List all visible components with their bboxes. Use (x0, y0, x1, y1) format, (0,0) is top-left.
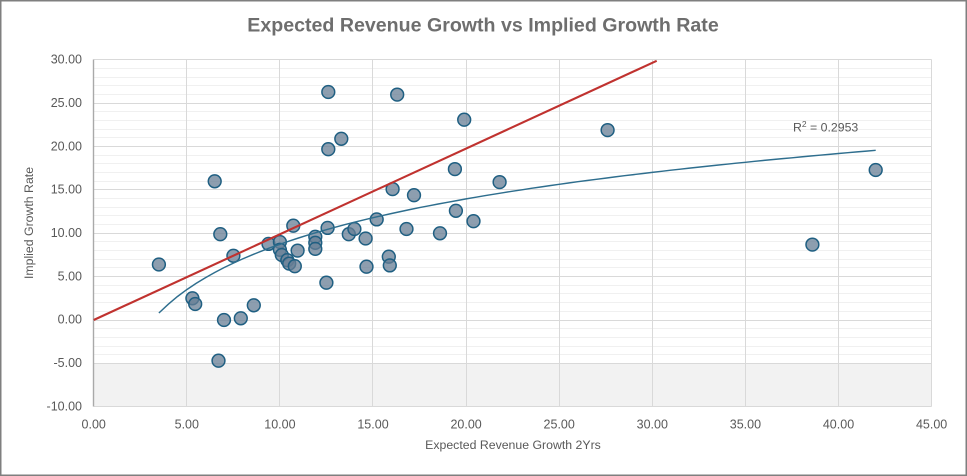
svg-text:R2 = 0.2953: R2 = 0.2953 (793, 119, 858, 135)
svg-text:0.00: 0.00 (82, 418, 106, 432)
svg-text:Expected Revenue Growth vs Imp: Expected Revenue Growth vs Implied Growt… (247, 15, 719, 37)
svg-text:Implied Growth Rate: Implied Growth Rate (22, 167, 36, 279)
svg-text:10.00: 10.00 (51, 226, 82, 240)
svg-text:15.00: 15.00 (357, 418, 388, 432)
svg-text:0.00: 0.00 (58, 313, 82, 327)
svg-text:-10.00: -10.00 (47, 399, 82, 413)
svg-text:20.00: 20.00 (51, 139, 82, 153)
svg-text:Expected Revenue Growth 2Yrs: Expected Revenue Growth 2Yrs (425, 438, 601, 452)
svg-text:10.00: 10.00 (264, 418, 295, 432)
svg-text:25.00: 25.00 (544, 418, 575, 432)
svg-text:5.00: 5.00 (58, 269, 82, 283)
svg-text:20.00: 20.00 (450, 418, 481, 432)
svg-text:30.00: 30.00 (51, 53, 82, 67)
svg-text:45.00: 45.00 (916, 418, 947, 432)
svg-text:40.00: 40.00 (823, 418, 854, 432)
svg-text:35.00: 35.00 (730, 418, 761, 432)
svg-text:-5.00: -5.00 (54, 356, 83, 370)
svg-text:30.00: 30.00 (637, 418, 668, 432)
svg-text:15.00: 15.00 (51, 183, 82, 197)
svg-text:5.00: 5.00 (175, 418, 199, 432)
svg-text:25.00: 25.00 (51, 96, 82, 110)
